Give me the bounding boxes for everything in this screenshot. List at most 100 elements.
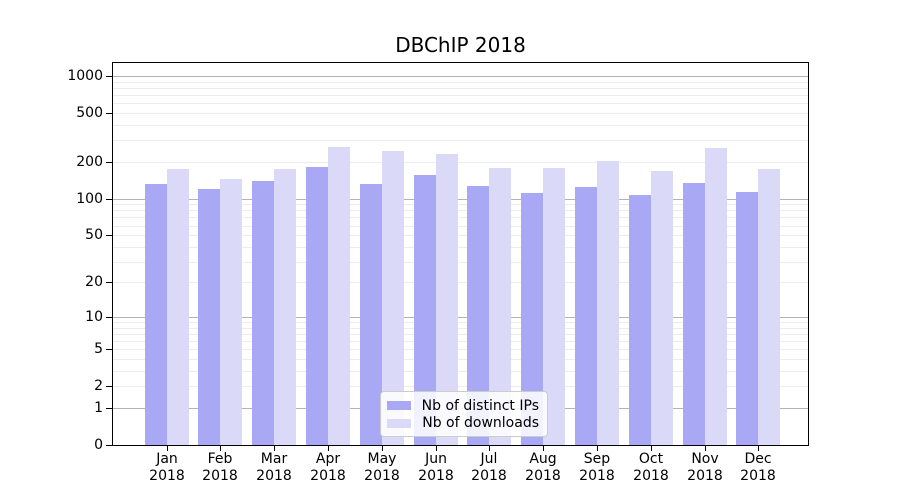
bar-downloads-aug	[543, 168, 565, 445]
bar-downloads-feb	[220, 179, 242, 445]
y-tick-label: 50	[85, 227, 103, 243]
gridline-major	[113, 199, 808, 200]
gridline-minor	[113, 103, 808, 104]
y-tick-label: 500	[76, 105, 103, 121]
bar-downloads-sep	[597, 161, 619, 445]
y-tick-label: 100	[76, 191, 103, 207]
x-tick-mark	[758, 446, 759, 451]
x-tick-month: Aug	[529, 451, 557, 467]
y-tick-label: 200	[76, 154, 103, 170]
x-tick-mark	[274, 446, 275, 451]
x-tick-month: Nov	[691, 451, 719, 467]
legend-swatch-downloads	[387, 418, 412, 428]
x-tick-year: 2018	[633, 468, 669, 484]
gridline-minor	[113, 235, 808, 236]
gridline-major	[113, 76, 808, 77]
x-tick-year: 2018	[471, 468, 507, 484]
gridline-minor	[113, 322, 808, 323]
x-tick-mark	[436, 446, 437, 451]
bar-downloads-dec	[758, 169, 780, 445]
gridline-minor	[113, 328, 808, 329]
x-tick-year: 2018	[310, 468, 346, 484]
x-tick-label-may: May 2018	[352, 451, 412, 485]
gridline-minor	[113, 334, 808, 335]
bar-distinct-ips-may	[360, 184, 382, 445]
y-tick-mark	[106, 408, 112, 409]
y-tick-mark	[106, 445, 112, 446]
x-tick-month: Oct	[638, 451, 664, 467]
x-tick-month: Sep	[583, 451, 611, 467]
legend-label-downloads: Nb of downloads	[422, 415, 539, 432]
x-tick-year: 2018	[149, 468, 185, 484]
gridline-major	[113, 317, 808, 318]
bar-downloads-mar	[274, 169, 296, 445]
bar-distinct-ips-jul	[467, 186, 489, 445]
chart-title: DBChIP 2018	[395, 33, 526, 57]
x-tick-month: Feb	[207, 451, 233, 467]
gridline-minor	[113, 113, 808, 114]
y-tick-mark	[106, 162, 112, 163]
bar-distinct-ips-dec	[736, 192, 758, 445]
gridline-minor	[113, 217, 808, 218]
gridline-minor	[113, 282, 808, 283]
x-tick-label-oct: Oct 2018	[621, 451, 681, 485]
x-tick-year: 2018	[687, 468, 723, 484]
x-tick-mark	[651, 446, 652, 451]
legend-item-distinct-ips: Nb of distinct IPs	[387, 397, 539, 415]
x-tick-year: 2018	[202, 468, 238, 484]
x-tick-label-aug: Aug 2018	[513, 451, 573, 485]
x-tick-month: Mar	[260, 451, 288, 467]
x-tick-year: 2018	[364, 468, 400, 484]
bar-distinct-ips-mar	[252, 181, 274, 445]
x-tick-label-nov: Nov 2018	[675, 451, 735, 485]
x-tick-month: Apr	[315, 451, 341, 467]
x-tick-month: Jul	[480, 451, 498, 467]
x-tick-year: 2018	[525, 468, 561, 484]
x-tick-year: 2018	[256, 468, 292, 484]
bar-distinct-ips-jun	[414, 175, 436, 445]
bar-distinct-ips-apr	[306, 167, 328, 445]
legend: Nb of distinct IPs Nb of downloads	[380, 391, 548, 437]
gridline-minor	[113, 359, 808, 360]
x-tick-mark	[543, 446, 544, 451]
y-tick-label: 5	[94, 341, 103, 357]
gridline-minor	[113, 341, 808, 342]
x-tick-mark	[220, 446, 221, 451]
x-tick-label-feb: Feb 2018	[190, 451, 250, 485]
x-tick-mark	[382, 446, 383, 451]
y-tick-label: 20	[85, 274, 103, 290]
gridline-minor	[113, 95, 808, 96]
x-tick-label-sep: Sep 2018	[567, 451, 627, 485]
gridline-minor	[113, 226, 808, 227]
y-tick-label: 2	[94, 378, 103, 394]
gridline-minor	[113, 88, 808, 89]
x-tick-label-mar: Mar 2018	[244, 451, 304, 485]
gridline-minor	[113, 262, 808, 263]
gridline-minor	[113, 349, 808, 350]
x-tick-year: 2018	[579, 468, 615, 484]
x-tick-label-jul: Jul 2018	[459, 451, 519, 485]
plot-area	[112, 62, 809, 446]
y-tick-mark	[106, 349, 112, 350]
x-tick-month: Dec	[744, 451, 772, 467]
bar-downloads-jul	[489, 168, 511, 445]
gridline-minor	[113, 162, 808, 163]
x-tick-year: 2018	[418, 468, 454, 484]
x-tick-label-jan: Jan 2018	[137, 451, 197, 485]
bar-downloads-may	[382, 151, 404, 445]
y-tick-mark	[106, 317, 112, 318]
legend-item-downloads: Nb of downloads	[387, 415, 539, 433]
gridline-minor	[113, 386, 808, 387]
gridline-minor	[113, 82, 808, 83]
bar-distinct-ips-oct	[629, 195, 651, 445]
x-tick-label-dec: Dec 2018	[728, 451, 788, 485]
bar-distinct-ips-sep	[575, 187, 597, 445]
y-tick-mark	[106, 386, 112, 387]
x-tick-mark	[489, 446, 490, 451]
x-tick-month: Jun	[425, 451, 447, 467]
y-tick-label: 10	[85, 309, 103, 325]
y-tick-mark	[106, 113, 112, 114]
bar-distinct-ips-feb	[198, 189, 220, 445]
bar-downloads-oct	[651, 171, 673, 445]
